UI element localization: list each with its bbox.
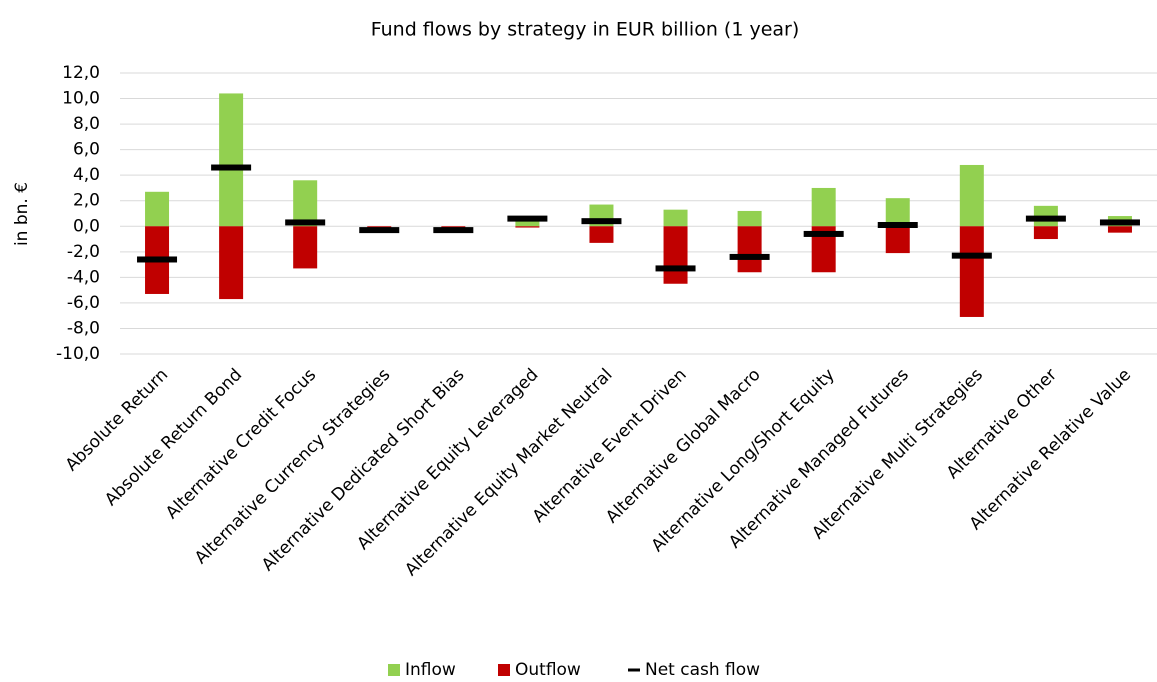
x-tick-label: Alternative Credit Focus — [162, 365, 320, 523]
y-tick-label: 12,0 — [62, 63, 100, 83]
bar — [515, 218, 540, 227]
y-axis-title: in bn. € — [12, 182, 32, 246]
net-marker — [655, 265, 696, 272]
net-marker — [877, 221, 918, 228]
legend-swatch — [628, 668, 640, 672]
bar — [885, 226, 910, 254]
bar — [293, 226, 318, 269]
y-tick-label: 2,0 — [73, 191, 100, 211]
bar — [737, 226, 762, 273]
net-marker — [951, 252, 992, 259]
y-tick-label: 0,0 — [73, 216, 100, 236]
bar — [959, 226, 984, 317]
y-tick-label: -2,0 — [67, 242, 100, 262]
bar — [663, 209, 688, 227]
x-tick-label: Alternative Global Macro — [602, 365, 764, 527]
bar — [145, 191, 170, 227]
net-marker — [433, 227, 474, 234]
legend-label: Inflow — [405, 660, 456, 680]
bar — [885, 198, 910, 227]
bar — [737, 210, 762, 227]
net-marker — [285, 219, 326, 226]
net-marker — [1025, 215, 1066, 222]
bar — [663, 226, 688, 284]
legend-label: Net cash flow — [645, 660, 760, 680]
net-marker — [507, 215, 548, 222]
y-tick-label: -10,0 — [56, 344, 100, 364]
bar — [959, 164, 984, 227]
net-marker — [729, 253, 770, 260]
legend-label: Outflow — [515, 660, 581, 680]
bar — [811, 187, 836, 227]
net-marker — [137, 256, 178, 263]
bar — [1033, 226, 1058, 240]
net-marker — [359, 227, 400, 234]
bar — [515, 226, 540, 228]
y-tick-label: 8,0 — [73, 114, 100, 134]
bar — [589, 226, 614, 243]
legend-swatch — [498, 664, 510, 676]
y-tick-label: 4,0 — [73, 165, 100, 185]
net-marker — [1099, 219, 1140, 226]
net-marker — [581, 218, 622, 225]
bar — [219, 226, 244, 300]
legend-swatch — [388, 664, 400, 676]
bar — [219, 93, 244, 227]
y-tick-label: -6,0 — [67, 293, 100, 313]
y-tick-label: -8,0 — [67, 318, 100, 338]
y-tick-label: 6,0 — [73, 140, 100, 160]
net-marker — [211, 164, 252, 171]
x-tick-label: Absolute Return Bond — [101, 365, 246, 510]
net-marker — [803, 230, 844, 237]
chart-title: Fund flows by strategy in EUR billion (1… — [371, 19, 800, 41]
bar — [293, 180, 318, 227]
x-tick-label: Alternative Relative Value — [966, 365, 1135, 534]
y-tick-label: 10,0 — [62, 89, 100, 109]
y-tick-label: -4,0 — [67, 267, 100, 287]
bar — [1107, 226, 1132, 233]
x-tick-label: Alternative Event Driven — [529, 365, 691, 527]
